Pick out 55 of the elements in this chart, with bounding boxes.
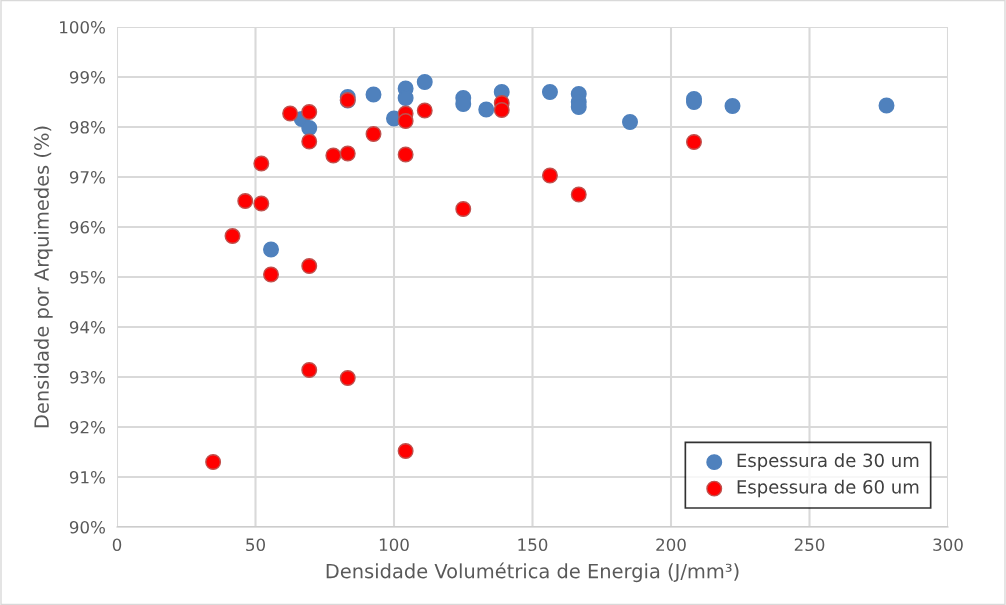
y-tick-label: 96% xyxy=(69,220,105,234)
point xyxy=(878,97,895,114)
x-tick-label: 0 xyxy=(112,538,122,552)
x-tick-label: 150 xyxy=(518,538,548,552)
y-tick-label: 91% xyxy=(69,470,105,484)
point xyxy=(237,193,254,209)
point xyxy=(622,114,638,130)
x-tick-label: 300 xyxy=(933,538,963,552)
x-axis-title: Densidade Volumétrica de Energia (J/mm³) xyxy=(326,562,739,583)
x-tick-label: 250 xyxy=(794,538,825,552)
point xyxy=(397,146,414,163)
point xyxy=(455,201,472,217)
point xyxy=(339,370,356,386)
point xyxy=(397,113,414,129)
point xyxy=(365,126,382,142)
point xyxy=(263,266,279,283)
x-tick-label: 200 xyxy=(656,538,686,552)
point xyxy=(205,454,222,470)
point xyxy=(282,105,299,122)
point xyxy=(541,167,558,184)
y-axis-title: Densidade por Arquimedes (%) xyxy=(33,126,53,428)
point xyxy=(397,443,414,459)
point xyxy=(325,147,342,164)
point xyxy=(301,362,318,378)
point xyxy=(224,228,241,244)
point xyxy=(301,120,318,136)
point xyxy=(301,133,318,150)
point xyxy=(253,195,270,212)
x-tick-label: 50 xyxy=(246,538,265,552)
y-tick-label: 93% xyxy=(69,370,105,384)
point xyxy=(301,258,318,274)
y-tick-label: 98% xyxy=(69,120,105,134)
point xyxy=(570,186,587,203)
x-tick-label: 100 xyxy=(379,538,409,552)
point xyxy=(541,84,558,100)
y-tick-label: 92% xyxy=(69,420,105,434)
y-tick-label: 100% xyxy=(60,20,105,34)
legend-label: Espessura de 60 um xyxy=(737,479,919,498)
point xyxy=(478,101,495,118)
point xyxy=(339,145,356,162)
point xyxy=(686,134,702,150)
y-tick-label: 90% xyxy=(69,520,105,534)
point xyxy=(724,98,741,114)
point xyxy=(493,102,510,118)
y-tick-label: 95% xyxy=(69,270,105,284)
y-tick-label: 94% xyxy=(69,320,105,334)
point xyxy=(301,104,318,120)
point xyxy=(365,86,382,103)
point xyxy=(416,102,433,119)
point xyxy=(263,241,279,258)
y-tick-label: 99% xyxy=(69,70,105,84)
point xyxy=(416,74,433,90)
point xyxy=(253,155,270,172)
y-tick-label: 97% xyxy=(69,170,105,184)
legend-label: Espessura de 30 um xyxy=(737,453,919,471)
